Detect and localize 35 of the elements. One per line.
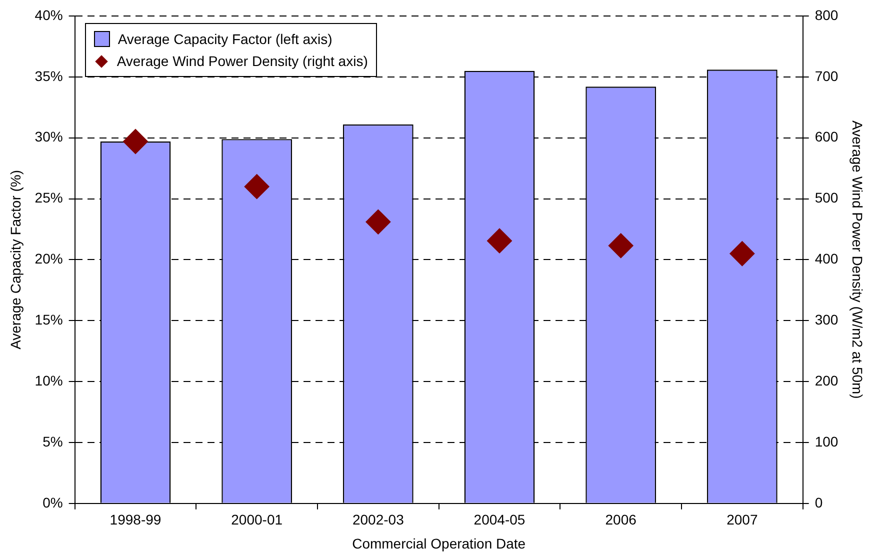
y2-tick-label: 0 [814,494,823,510]
point [244,174,270,200]
y-tick-label: 35% [34,68,63,84]
point [487,228,512,254]
y-tick-label: 25% [34,190,63,206]
y-tick-label: 10% [34,372,63,388]
x-axis-title: Commercial Operation Date [352,535,526,552]
legend-label: Average Wind Power Density (right axis) [116,53,368,69]
point [122,129,148,154]
x-tick-label: 2004-05 [474,512,526,528]
y2-tick-label: 200 [814,372,838,388]
y2-tick-label: 800 [814,6,838,23]
x-tick-label: 2000-01 [231,512,283,528]
x-tick-label: 2006 [605,512,637,528]
x-tick-label: 2002-03 [352,512,404,528]
legend-label: Average Capacity Factor (left axis) [118,31,332,47]
y-axis-title: Average Capacity Factor (%) [7,170,24,350]
y2-tick-label: 100 [814,433,838,450]
x-tick-label: 2007 [726,512,758,528]
y2-tick-label: 700 [814,68,838,84]
y2-tick-label: 400 [814,250,838,267]
y-tick-label: 40% [34,6,63,23]
point [366,209,391,234]
y-tick-label: 15% [34,311,63,328]
y-tick-label: 5% [42,433,63,450]
y2-tick-label: 300 [814,311,838,328]
y-tick-label: 30% [34,128,63,145]
y-tick-label: 20% [34,250,63,267]
point [730,241,755,266]
y2-axis-title: Average Wind Power Density (W/m2 at 50m) [850,120,866,399]
x-tick-label: 1998-99 [110,512,162,528]
y2-tick-label: 600 [814,128,838,145]
point [608,233,634,258]
y-tick-label: 0% [42,494,63,510]
y2-tick-label: 500 [814,190,838,206]
